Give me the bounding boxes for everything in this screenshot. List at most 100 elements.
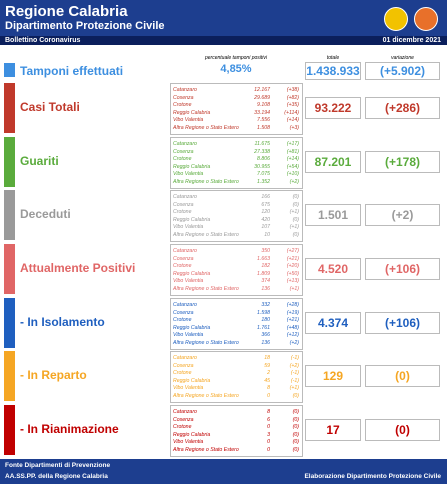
province-change: (+13)	[286, 278, 299, 284]
province-name: Vibo Valentia	[173, 224, 204, 230]
province-change: (0)	[292, 446, 299, 453]
province-value: 8.806	[257, 156, 270, 162]
province-value: 8	[267, 409, 270, 415]
province-name: Reggio Calabria	[173, 109, 211, 116]
bulletin: Bollettino Coronavirus	[5, 37, 81, 44]
section-title: Deceduti	[20, 207, 71, 221]
province-name: Vibo Valentia	[173, 117, 204, 123]
province-name: Catanzaro	[173, 248, 197, 254]
province-change: (-1)	[290, 377, 299, 384]
province-value: 1.598	[257, 309, 270, 316]
province-change: (-1)	[290, 355, 299, 361]
province-change: (0)	[292, 216, 299, 223]
province-value: 6	[267, 416, 270, 423]
province-value: 0	[267, 446, 270, 453]
province-name: Altra Regione o Stato Estero	[173, 392, 239, 399]
province-name: Reggio Calabria	[173, 431, 211, 438]
province-value: 27.338	[254, 148, 270, 155]
section-change: (+286)	[365, 97, 440, 119]
province-value: 374	[261, 278, 270, 284]
province-change: (+1)	[289, 209, 299, 215]
province-change: (0)	[292, 424, 299, 430]
date: 01 dicembre 2021	[382, 37, 441, 44]
province-name: Altra Regione o Stato Estero	[173, 231, 239, 238]
province-value: 1.809	[257, 270, 270, 277]
province-change: (+82)	[286, 94, 299, 101]
province-change: (+54)	[286, 163, 299, 170]
province-change: (+19)	[286, 309, 299, 316]
section-change: (+178)	[365, 151, 440, 173]
province-change: (+35)	[286, 102, 299, 108]
province-table: Catanzaro 8 (0) Cosenza 6 (0) Crotone 0 (0) Reggi…	[170, 405, 303, 457]
pct: 4,85%	[220, 63, 252, 75]
province-value: 0	[267, 392, 270, 399]
province-name: Altra Regione o Stato Estero	[173, 285, 239, 292]
province-value: 33.194	[254, 109, 270, 116]
province-change: (+1)	[289, 285, 299, 292]
province-name: Catanzaro	[173, 302, 197, 308]
province-value: 7.556	[257, 117, 270, 123]
province-name: Catanzaro	[173, 355, 197, 361]
province-value: 182	[261, 263, 270, 269]
province-change: (+81)	[286, 148, 299, 155]
province-name: Cosenza	[173, 94, 194, 101]
province-name: Vibo Valentia	[173, 171, 204, 177]
section-total: 87.201	[305, 151, 361, 173]
province-change: (+20)	[286, 263, 299, 269]
province-value: 2	[267, 370, 270, 376]
province-change: (+1)	[289, 224, 299, 230]
section-bar	[4, 83, 15, 133]
province-name: Catanzaro	[173, 194, 197, 200]
province-value: 120	[261, 209, 270, 215]
section-title: Attualmente Positivi	[20, 261, 136, 275]
province-value: 1.663	[257, 255, 270, 262]
province-change: (+14)	[286, 117, 299, 123]
section-total: 4.374	[305, 312, 361, 334]
province-name: Vibo Valentia	[173, 385, 204, 391]
province-change: (+114)	[284, 109, 299, 116]
province-name: Vibo Valentia	[173, 278, 204, 284]
province-value: 1.352	[257, 178, 270, 185]
province-change: (+14)	[286, 156, 299, 162]
province-change: (0)	[292, 231, 299, 238]
province-value: 332	[261, 302, 270, 308]
province-name: Catanzaro	[173, 141, 197, 147]
province-value: 180	[261, 317, 270, 323]
province-name: Altra Regione o Stato Estero	[173, 178, 239, 185]
section-total: 17	[305, 419, 361, 441]
province-name: Vibo Valentia	[173, 439, 204, 445]
var-label: variazione	[391, 55, 414, 61]
province-name: Crotone	[173, 263, 192, 269]
section-bar	[4, 298, 15, 348]
logo	[384, 7, 408, 31]
province-value: 136	[261, 285, 270, 292]
province-change: (+2)	[289, 339, 299, 346]
section-total: 129	[305, 365, 361, 387]
province-value: 350	[261, 248, 270, 254]
province-name: Catanzaro	[173, 409, 197, 415]
province-name: Reggio Calabria	[173, 270, 211, 277]
province-table: Catanzaro 332 (+28) Cosenza 1.598 (+19) Croton…	[170, 298, 303, 350]
title: Regione Calabria	[5, 3, 128, 20]
province-name: Reggio Calabria	[173, 216, 211, 223]
province-name: Reggio Calabria	[173, 324, 211, 331]
tamponi-label: Tamponi effettuati	[20, 64, 124, 78]
province-value: 420	[261, 216, 270, 223]
province-value: 107	[261, 224, 270, 230]
province-value: 45	[264, 377, 270, 384]
province-value: 1.761	[257, 324, 270, 331]
header-band	[0, 0, 447, 36]
section-bar	[4, 405, 15, 455]
tamponi-bar	[4, 63, 15, 77]
province-name: Vibo Valentia	[173, 332, 204, 338]
section-title: - In Isolamento	[20, 315, 105, 329]
province-value: 12.167	[254, 87, 270, 93]
province-value: 8	[267, 385, 270, 391]
province-name: Crotone	[173, 370, 192, 376]
province-change: (0)	[292, 194, 299, 200]
section-change: (0)	[365, 419, 440, 441]
province-value: 29.689	[254, 94, 270, 101]
province-table: Catanzaro 166 (0) Cosenza 675 (0) Crotone 120 (+…	[170, 190, 303, 242]
province-value: 59	[264, 362, 270, 369]
